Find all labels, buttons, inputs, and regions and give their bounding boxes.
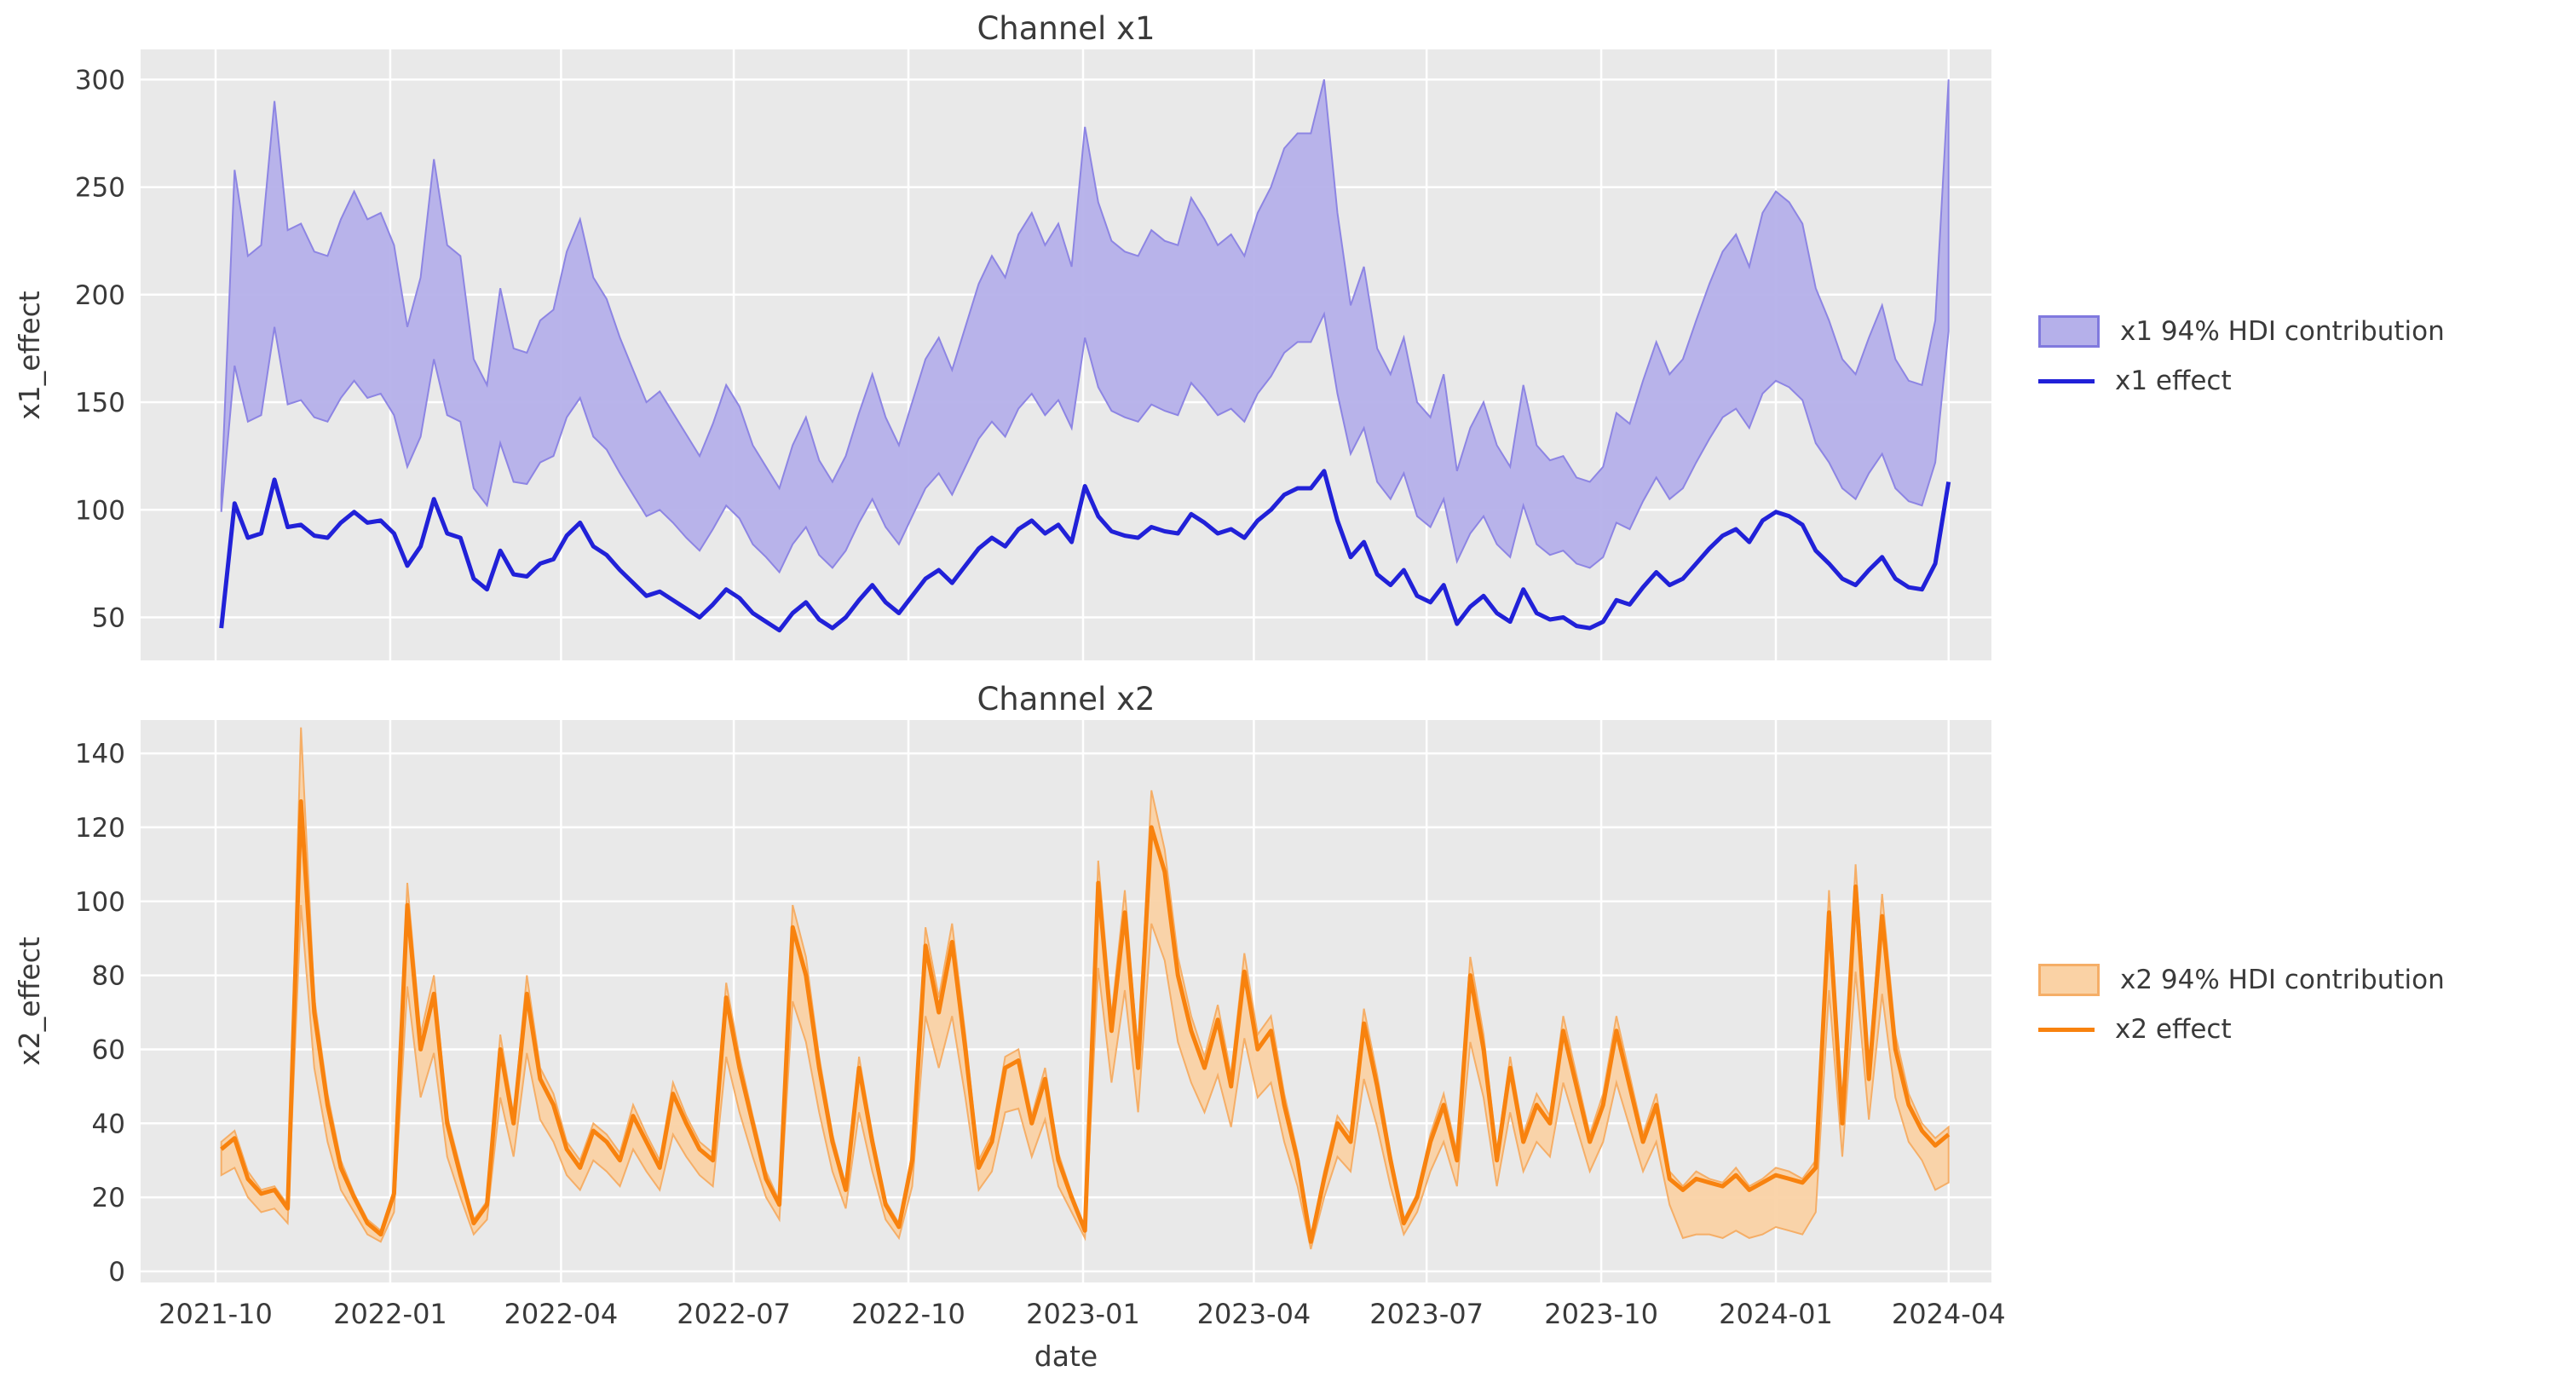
y-tick-label: 150	[75, 388, 125, 418]
x-tick-label: 2022-07	[677, 1298, 791, 1330]
x-tick-label: 2023-07	[1369, 1298, 1484, 1330]
x1-band-swatch-icon	[2038, 315, 2100, 348]
y-tick-label: 0	[108, 1257, 125, 1288]
y-tick-label: 20	[92, 1183, 125, 1213]
x-tick-label: 2021-10	[158, 1298, 273, 1330]
y-tick-label: 100	[75, 495, 125, 526]
legend-item-x1-band: x1 94% HDI contribution	[2038, 307, 2567, 356]
chart1-legend: x1 94% HDI contribution x1 effect	[2038, 307, 2567, 406]
y-tick-label: 120	[75, 813, 125, 844]
x-tick-label: 2022-04	[504, 1298, 619, 1330]
y-tick-label: 60	[92, 1034, 125, 1065]
legend-item-x2-band: x2 94% HDI contribution	[2038, 955, 2567, 1005]
legend-item-x2-line: x2 effect	[2038, 1005, 2567, 1054]
hdi-band-line	[220, 79, 1950, 574]
axes-x1_effect: 50 100 150 200 250 300	[75, 49, 1991, 660]
x2-band-swatch-icon	[2038, 964, 2100, 996]
y-tick-label: 300	[75, 65, 125, 95]
x-tick-label: 2023-04	[1197, 1298, 1311, 1330]
x1-line-swatch-icon	[2038, 378, 2095, 383]
y-tick-label: 250	[75, 173, 125, 204]
chart2-y-axis-label: x2_effect	[13, 936, 46, 1066]
x2-line-swatch-icon	[2038, 1027, 2095, 1032]
x-tick-label: 2024-04	[1892, 1298, 2006, 1330]
x-axis-label: date	[1034, 1340, 1098, 1373]
chart1-title: Channel x1	[977, 10, 1155, 47]
chart1-y-axis-label: x1_effect	[13, 291, 46, 420]
hdi-band-line	[220, 727, 1950, 1250]
y-tick-label: 50	[92, 603, 125, 634]
y-tick-label: 40	[92, 1109, 125, 1139]
chart2-legend: x2 94% HDI contribution x2 effect	[2038, 955, 2567, 1054]
effect-line	[220, 799, 1951, 1244]
legend-label: x1 effect	[2115, 366, 2232, 396]
y-tick-label: 200	[75, 280, 125, 311]
x-tick-label: 2024-01	[1719, 1298, 1833, 1330]
legend-label: x2 effect	[2115, 1014, 2232, 1045]
y-tick-label: 80	[92, 961, 125, 992]
legend-label: x2 94% HDI contribution	[2120, 965, 2445, 995]
x-tick-label: 2022-01	[333, 1298, 447, 1330]
x-tick-label: 2023-01	[1026, 1298, 1140, 1330]
x-tick-label: 2023-10	[1544, 1298, 1658, 1330]
axes-x2_effect: 0 20 40 60 80 100 120 140	[75, 720, 1991, 1288]
y-tick-label: 100	[75, 887, 125, 918]
legend-item-x1-line: x1 effect	[2038, 356, 2567, 406]
chart2-title: Channel x2	[977, 681, 1155, 717]
effect-line	[219, 469, 1951, 633]
y-tick-label: 140	[75, 739, 125, 769]
x-tick-label: 2022-10	[851, 1298, 965, 1330]
legend-label: x1 94% HDI contribution	[2120, 316, 2445, 347]
